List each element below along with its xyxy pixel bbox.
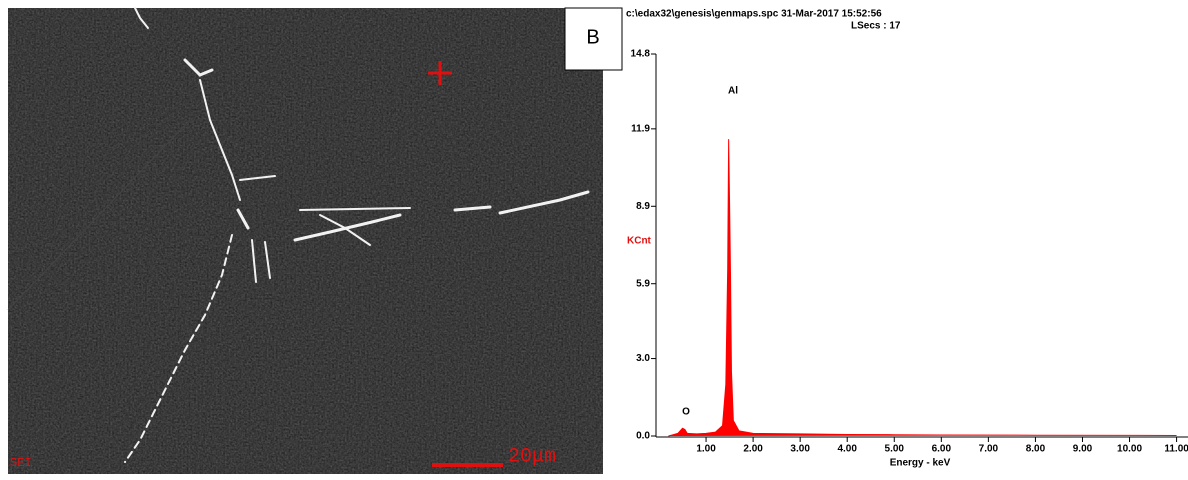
x-tick-label: 2.00 [743,444,763,455]
panel-box [564,7,623,71]
x-tick-label: 7.00 [979,444,999,455]
detector-label: SEI [10,456,32,470]
x-tick-label: 11.00 [1164,444,1188,455]
x-tick-label: 8.00 [1026,444,1046,455]
x-tick-label: 5.00 [885,444,905,455]
spectrum-area [668,139,1177,437]
x-tick-label: 1.00 [696,444,716,455]
y-tick-label: 11.9 [631,123,650,134]
chart-subtitle: LSecs : 17 [851,21,901,32]
y-tick-label: 5.9 [636,278,650,289]
y-tick-label: 0.0 [636,431,650,442]
panel-label: B [586,26,599,48]
x-tick-label: 6.00 [932,444,952,455]
x-tick-label: 3.00 [790,444,810,455]
y-tick-label: 8.9 [636,201,650,212]
y-tick-label: 3.0 [636,353,650,364]
sem-image: SEI 20μm [7,7,603,474]
scale-bar-label: 20μm [508,445,556,468]
x-tick-label: 9.00 [1073,444,1093,455]
y-axis-label: KCnt [627,236,652,247]
x-tick-label: 10.00 [1117,444,1142,455]
y-tick-label: 14.8 [631,49,651,60]
x-tick-label: 4.00 [837,444,857,455]
peak-label: O [682,407,690,418]
peak-label: Al [728,86,738,97]
x-axis-label: Energy - keV [890,458,951,469]
chart-title: c:\edax32\genesis\genmaps.spc 31-Mar-201… [626,9,882,20]
